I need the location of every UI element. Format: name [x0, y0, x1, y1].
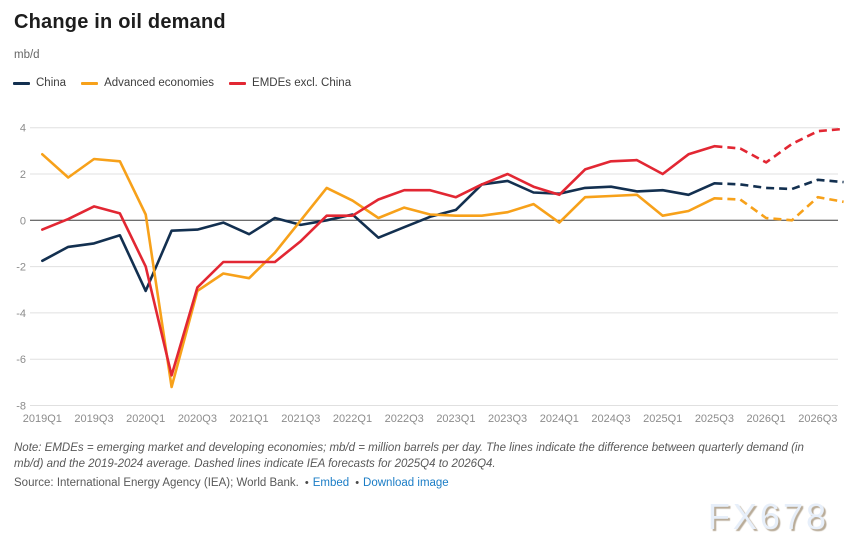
svg-text:-6: -6 — [16, 354, 26, 366]
svg-text:2022Q1: 2022Q1 — [333, 413, 372, 425]
line-chart-plot-area: 4 2 0 -2 -4 -6 -8 2019Q1 2019Q3 2020Q1 2020Q3 2021… — [16, 123, 844, 425]
svg-text:2020Q1: 2020Q1 — [126, 413, 165, 425]
svg-text:2021Q3: 2021Q3 — [281, 413, 320, 425]
svg-text:2019Q1: 2019Q1 — [23, 413, 62, 425]
svg-text:2020Q3: 2020Q3 — [178, 413, 217, 425]
svg-text:2022Q3: 2022Q3 — [385, 413, 424, 425]
svg-text:0: 0 — [20, 215, 26, 227]
data-series-lines — [40, 127, 844, 389]
bullet-separator: • — [355, 477, 360, 489]
svg-text:4: 4 — [20, 123, 26, 135]
chart-legend: China Advanced economies EMDEs excl. Chi… — [13, 77, 351, 89]
svg-text:2024Q3: 2024Q3 — [591, 413, 630, 425]
svg-text:2025Q1: 2025Q1 — [643, 413, 682, 425]
svg-text:2025Q3: 2025Q3 — [695, 413, 734, 425]
svg-text:2019Q3: 2019Q3 — [74, 413, 113, 425]
x-axis-tick-labels: 2019Q1 2019Q3 2020Q1 2020Q3 2021Q1 2021Q3 2022… — [23, 413, 838, 425]
legend-label-emdes: EMDEs excl. China — [252, 77, 352, 89]
svg-text:-8: -8 — [16, 401, 26, 413]
svg-text:2023Q1: 2023Q1 — [436, 413, 475, 425]
legend-item-advanced-economies[interactable]: Advanced economies — [81, 77, 214, 89]
svg-text:2026Q1: 2026Q1 — [747, 413, 786, 425]
advanced-economies-line-swatch — [81, 81, 99, 85]
legend-label-advanced-economies: Advanced economies — [104, 77, 215, 89]
source-text: Source: International Energy Agency (IEA… — [14, 477, 299, 489]
download-image-link[interactable]: Download image — [363, 477, 449, 489]
svg-text:2021Q1: 2021Q1 — [230, 413, 269, 425]
unit-label: mb/d — [14, 49, 40, 61]
source-row: Source: International Energy Agency (IEA… — [14, 477, 814, 489]
legend-item-china[interactable]: China — [13, 77, 66, 89]
svg-text:2026Q3: 2026Q3 — [798, 413, 837, 425]
gridlines — [30, 127, 838, 406]
svg-text:2023Q3: 2023Q3 — [488, 413, 527, 425]
svg-text:2024Q1: 2024Q1 — [540, 413, 579, 425]
svg-text:2: 2 — [20, 169, 26, 181]
legend-label-china: China — [36, 77, 67, 89]
svg-text:-4: -4 — [16, 308, 26, 320]
bullet-separator: • — [304, 477, 309, 489]
china-line-swatch — [13, 81, 30, 85]
embed-link[interactable]: Embed — [312, 477, 350, 489]
emdes-line-swatch — [229, 81, 247, 85]
chart-note: Note: EMDEs = emerging market and develo… — [14, 442, 804, 470]
legend-item-emdes[interactable]: EMDEs excl. China — [229, 77, 351, 89]
page-title: Change in oil demand — [14, 11, 226, 33]
svg-text:-2: -2 — [16, 262, 26, 274]
y-axis-tick-labels: 4 2 0 -2 -4 -6 -8 — [16, 123, 26, 413]
watermark: FX678 — [707, 496, 829, 537]
